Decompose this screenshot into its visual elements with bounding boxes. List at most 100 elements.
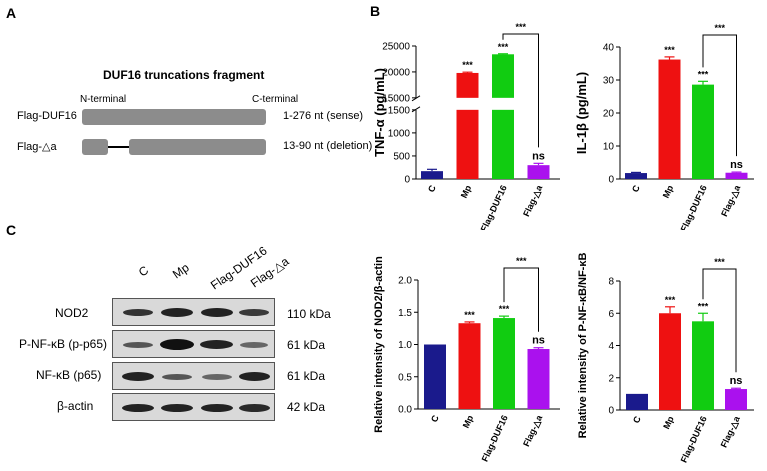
x-tick-label-flag-a: Flag-△a — [521, 413, 545, 448]
y-tick-label: 30 — [603, 76, 615, 87]
y-tick-label: 0.0 — [398, 405, 412, 416]
bar-flag-duf16-upper — [492, 54, 514, 98]
y-tick-label: 10 — [603, 142, 615, 153]
blot-label-beta-actin: β-actin — [57, 399, 94, 413]
y-tick-label: 8 — [608, 277, 614, 288]
blot-strip-nfkb — [112, 362, 275, 390]
y-tick-label: 15000 — [382, 93, 410, 104]
significance-bracket — [702, 34, 737, 157]
band — [201, 404, 233, 412]
band — [240, 342, 268, 348]
band — [160, 339, 194, 350]
band — [123, 309, 153, 316]
significance-label: *** — [664, 45, 675, 55]
il-1beta-bar-chart: 0 10 20 30 40 IL-1β (pg/mL) C *** Mp *** Flag-DUF1… — [574, 23, 754, 230]
band — [202, 374, 232, 380]
blot-kda-nfkb: 61 kDa — [287, 369, 326, 383]
band — [123, 342, 153, 348]
deletion-line — [108, 146, 129, 148]
bar-mp — [456, 109, 479, 179]
band — [201, 308, 233, 317]
x-tick-label-mp: Mp — [459, 183, 474, 199]
y-tick-label: 1500 — [388, 105, 411, 116]
panel-label-a: A — [6, 5, 17, 21]
significance-label: ns — [730, 375, 743, 387]
bracket-label: *** — [714, 257, 725, 267]
y-tick-label: 500 — [393, 151, 410, 162]
y-tick-label: 0 — [608, 175, 614, 186]
lane-label-mp: Mp — [170, 260, 192, 282]
bar-flag-a — [725, 172, 748, 179]
band — [122, 372, 154, 381]
blot-kda-beta-actin: 42 kDa — [287, 400, 326, 414]
band — [162, 374, 192, 380]
schematic-title: DUF16 truncations fragment — [103, 68, 265, 82]
significance-label: *** — [464, 310, 475, 320]
x-tick-label-flag-a: Flag-△a — [719, 414, 743, 449]
x-tick-label-flag-duf16: Flag-DUF16 — [479, 184, 509, 230]
bar-c — [421, 171, 443, 179]
panel-label-b: B — [370, 3, 381, 19]
blot-strip-nod2 — [112, 298, 275, 326]
x-tick-label-mp: Mp — [661, 183, 676, 199]
y-tick-label: 0.5 — [398, 372, 412, 383]
bracket-label: *** — [516, 256, 527, 266]
y-tick-label: 0 — [404, 175, 410, 186]
bar-c — [424, 344, 446, 409]
x-tick-label-flag-duf16: Flag-DUF16 — [679, 184, 709, 230]
y-tick-label: 1000 — [388, 128, 411, 139]
y-axis-label: Relative intensity of P-NF-κB/NF-κB — [577, 253, 589, 439]
y-tick-label: 20 — [603, 109, 615, 120]
significance-bracket — [502, 33, 539, 148]
band — [161, 404, 193, 412]
bar-flag-a — [527, 165, 550, 179]
significance-label: ns — [532, 335, 545, 347]
bar-flag-a — [725, 389, 747, 410]
y-tick-label: 40 — [603, 43, 615, 54]
bar-flag-duf16 — [692, 321, 714, 410]
significance-bracket — [702, 268, 737, 373]
lane-label-c: C — [136, 263, 152, 280]
nod2-intensity-bar-chart: 0.0 0.5 1.0 1.5 2.0 Relative intensity of NOD… — [373, 256, 560, 464]
x-tick-label-c: C — [630, 183, 642, 194]
band — [239, 372, 270, 381]
bar-flag-a — [527, 349, 550, 409]
x-tick-label-flag-a: Flag-△a — [521, 183, 545, 218]
n-terminal-label: N-terminal — [80, 94, 127, 105]
bar-flag-duf16 — [492, 109, 514, 179]
x-tick-label-flag-duf16: Flag-DUF16 — [480, 414, 510, 464]
band — [161, 308, 193, 317]
blot-strip-beta-actin — [112, 393, 275, 421]
y-tick-label: 20000 — [382, 67, 410, 78]
x-tick-label-c: C — [429, 413, 441, 424]
construct-label-flag-duf16: Flag-DUF16 — [17, 110, 77, 122]
x-tick-label-flag-duf16: Flag-DUF16 — [679, 415, 709, 465]
bracket-label: *** — [515, 22, 526, 32]
x-tick-label-mp: Mp — [661, 414, 676, 430]
bar-flag-duf16 — [493, 318, 515, 409]
bar-mp — [659, 313, 681, 410]
bar-c — [626, 393, 648, 410]
y-tick-label: 25000 — [382, 42, 410, 53]
blot-label-nfkb: NF-κB (p65) — [36, 368, 102, 382]
y-tick-label: 1.5 — [398, 308, 412, 319]
y-axis-label: IL-1β (pg/mL) — [574, 72, 589, 154]
construct-label-flag-delta-a: Flag-△a — [17, 141, 57, 153]
significance-label: *** — [499, 304, 510, 314]
band — [239, 309, 269, 316]
y-tick-label: 2.0 — [398, 276, 412, 287]
p-nfkb-intensity-bar-chart: 0 2 4 6 8 Relative intensity of P-NF-κB/NF-κB… — [577, 253, 754, 465]
construct-bar-full — [82, 109, 266, 125]
y-tick-label: 6 — [608, 309, 614, 320]
blot-kda-nod2: 110 kDa — [287, 307, 331, 321]
panel-label-c: C — [6, 222, 17, 238]
y-tick-label: 1.0 — [398, 340, 412, 351]
x-tick-label-mp: Mp — [461, 413, 476, 429]
blot-label-p-nfkb: P-NF-κB (p-p65) — [19, 337, 108, 351]
construct-bar-segment-1 — [82, 139, 108, 155]
significance-label: *** — [462, 60, 473, 70]
significance-label: *** — [498, 42, 509, 52]
blot-strip-p-nfkb — [112, 330, 275, 358]
band — [239, 404, 270, 412]
